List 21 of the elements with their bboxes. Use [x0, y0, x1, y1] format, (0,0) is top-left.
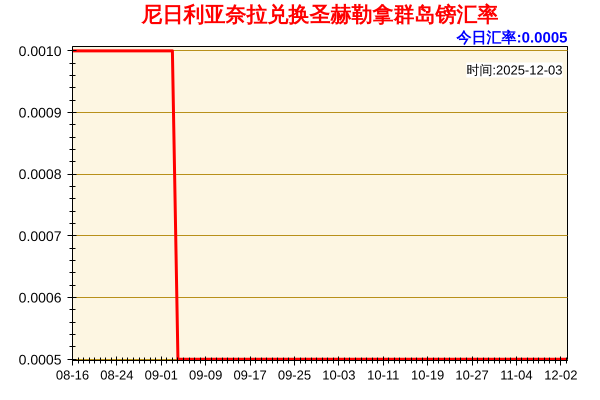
y-tick-label: 0.0006 — [18, 290, 62, 306]
y-tick-label: 0.0005 — [18, 351, 62, 368]
y-tick-label: 0.0008 — [18, 166, 62, 182]
x-tick-label: 10-27 — [455, 368, 489, 382]
x-tick-label: 09-25 — [278, 368, 312, 382]
annotation: 时间:2025-12-03 — [466, 62, 563, 78]
x-tick-label: 11-04 — [500, 368, 533, 382]
x-tick-label: 08-24 — [100, 368, 134, 382]
x-tick-label: 08-16 — [56, 368, 90, 382]
y-tick-label: 0.0010 — [18, 42, 62, 59]
x-tick-label: 10-11 — [367, 368, 400, 382]
x-tick-label: 10-03 — [322, 368, 356, 382]
x-tick-label: 09-09 — [189, 368, 222, 382]
y-tick-label: 0.0007 — [18, 228, 62, 244]
chart-subtitle: 今日汇率:0.0005 — [456, 28, 568, 46]
chart-title: 尼日利亚奈拉兑换圣赫勒拿群岛镑汇率 — [140, 2, 498, 26]
x-tick-label: 12-02 — [544, 368, 578, 382]
x-tick-label: 10-19 — [411, 368, 444, 382]
x-tick-label: 09-17 — [233, 368, 267, 382]
x-tick-label: 09-01 — [144, 368, 178, 382]
y-tick-label: 0.0009 — [18, 104, 62, 121]
